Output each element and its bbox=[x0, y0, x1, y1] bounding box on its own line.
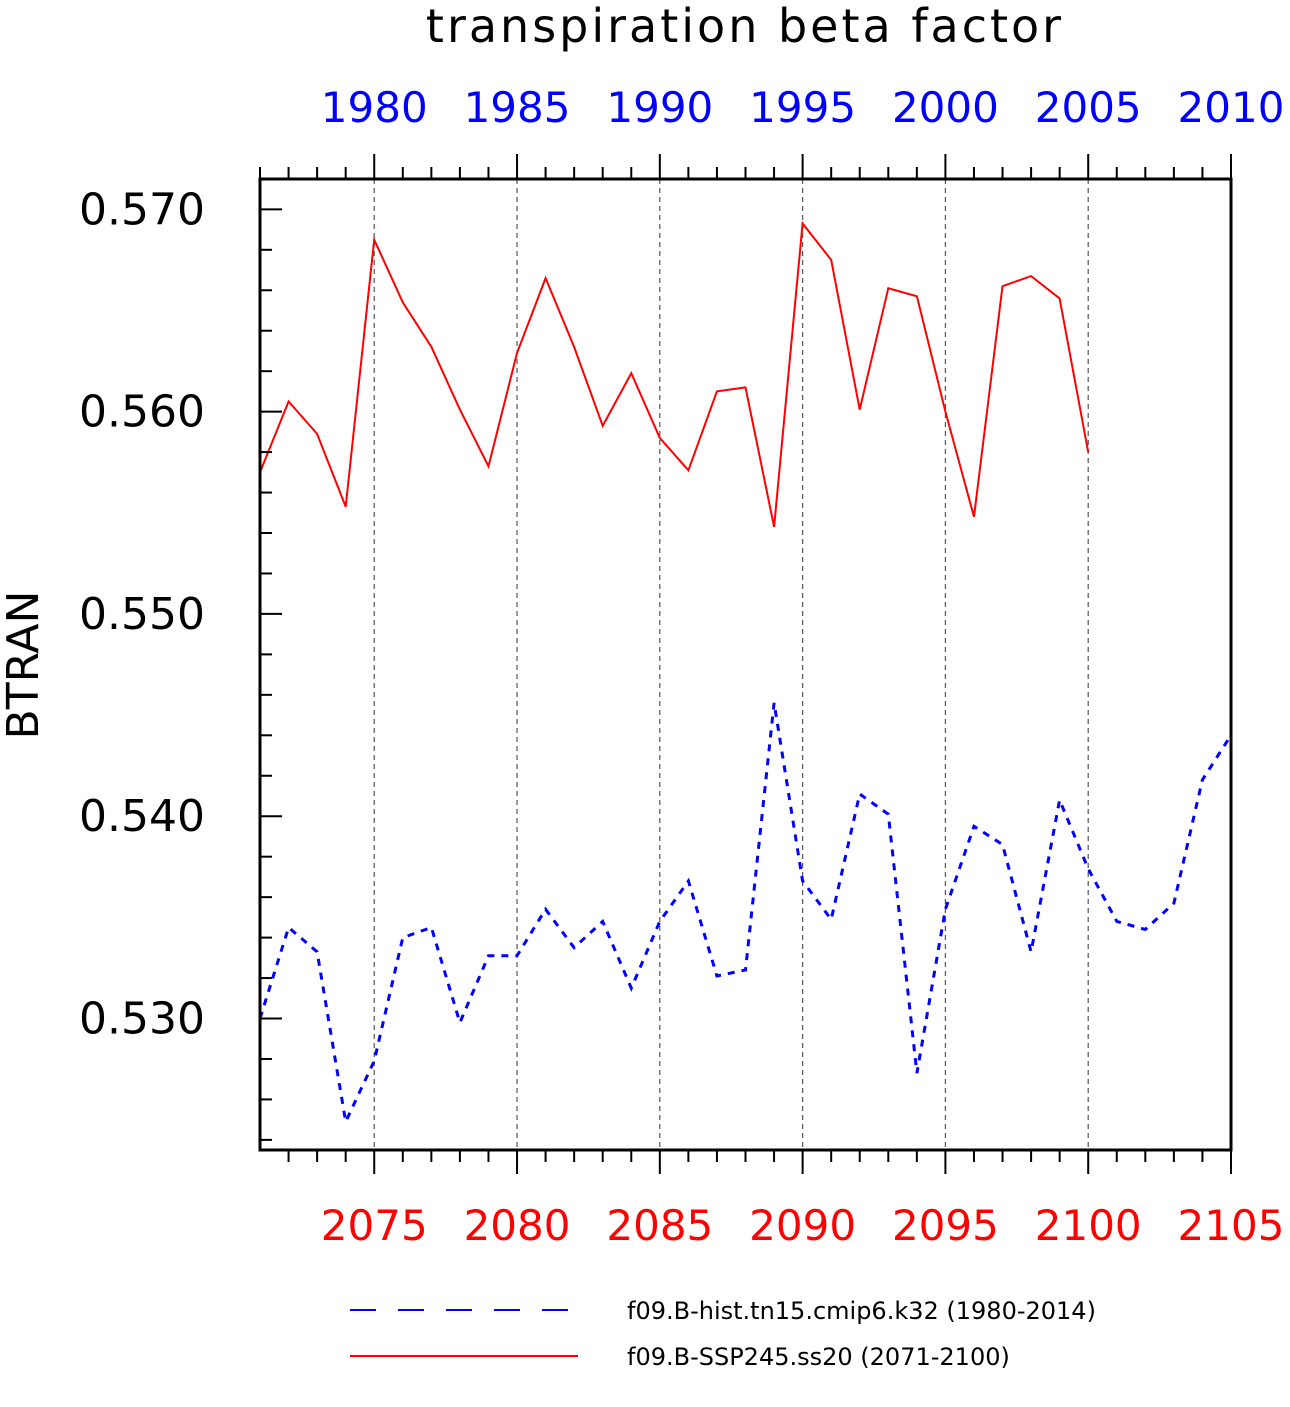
bottom-tick-label: 2095 bbox=[892, 1201, 999, 1250]
bottom-tick-label: 2105 bbox=[1178, 1201, 1285, 1250]
axes-layer: 0.530 0.540 0.550 0.560 0.570 1980 1985 1990 199… bbox=[79, 83, 1284, 1250]
legend-label: f09.B-hist.tn15.cmip6.k32 (1980-2014) bbox=[627, 1297, 1096, 1325]
chart-title: transpiration beta factor bbox=[426, 0, 1064, 53]
y-tick-label: 0.570 bbox=[79, 184, 205, 235]
top-tick-label: 2010 bbox=[1178, 83, 1285, 132]
legend-label: f09.B-SSP245.ss20 (2071-2100) bbox=[627, 1343, 1010, 1371]
bottom-tick-label: 2100 bbox=[1035, 1201, 1142, 1250]
y-axis-label: BTRAN bbox=[0, 591, 49, 740]
legend: f09.B-hist.tn15.cmip6.k32 (1980-2014) f09… bbox=[350, 1297, 1096, 1371]
y-tick-label: 0.560 bbox=[79, 387, 205, 438]
bottom-tick-label: 2085 bbox=[606, 1201, 713, 1250]
top-tick-label: 2000 bbox=[892, 83, 999, 132]
top-tick-label: 2005 bbox=[1035, 83, 1142, 132]
top-tick-label: 1980 bbox=[321, 83, 428, 132]
series-line-historical bbox=[258, 702, 1233, 1127]
y-tick-label: 0.550 bbox=[79, 589, 205, 640]
y-tick-label: 0.540 bbox=[79, 791, 205, 842]
bottom-tick-label: 2090 bbox=[749, 1201, 856, 1250]
vertical-gridlines bbox=[373, 179, 1089, 1150]
bottom-tick-label: 2075 bbox=[321, 1201, 428, 1250]
y-tick-label: 0.530 bbox=[79, 994, 205, 1045]
series-layer bbox=[258, 220, 1233, 1127]
top-tick-label: 1985 bbox=[464, 83, 571, 132]
series-line-ssp245 bbox=[259, 220, 1090, 528]
bottom-tick-label: 2080 bbox=[464, 1201, 571, 1250]
top-tick-label: 1995 bbox=[749, 83, 856, 132]
top-tick-label: 1990 bbox=[606, 83, 713, 132]
plot-frame bbox=[258, 177, 1233, 1152]
